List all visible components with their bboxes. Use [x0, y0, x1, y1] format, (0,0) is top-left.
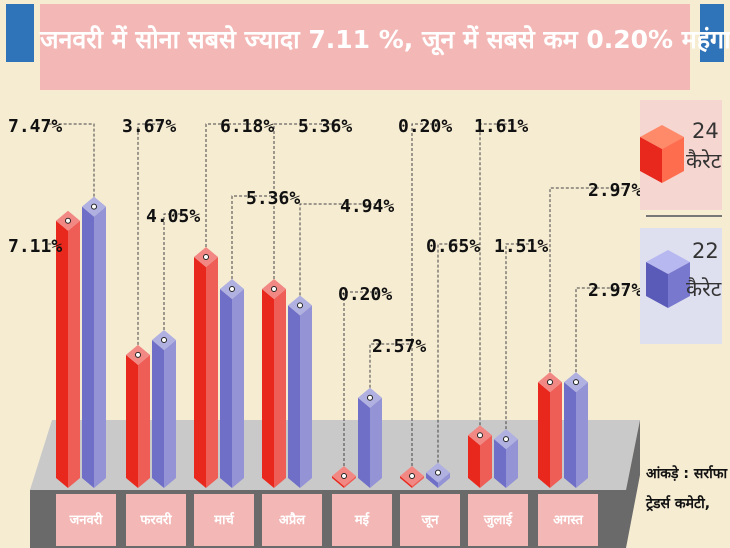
month-pad: [126, 494, 186, 546]
month-pad: [56, 494, 116, 546]
month-pad: [400, 494, 460, 546]
legend-label-24-number: 24: [692, 119, 719, 143]
value-label-22k-8: 2.97%: [588, 280, 642, 301]
category-label-8: अगस्त: [553, 513, 583, 528]
title-banner: [40, 4, 690, 90]
category-label-3: मार्च: [213, 512, 234, 528]
value-label-22k-2: 4.05%: [146, 206, 200, 227]
legend-label-24-word: कैरेट: [686, 149, 722, 173]
bar-22k-5: [358, 387, 382, 488]
legend: 24 कैरेट 22 कैरेट: [640, 100, 722, 344]
value-label-22k-1: 7.47%: [8, 116, 62, 137]
platform-base: [30, 490, 626, 548]
bar-22k-6: [426, 462, 450, 488]
bar-24k-3: [194, 246, 218, 488]
value-label-24k-7: 1.61%: [474, 116, 528, 137]
value-label-22k-4: 4.94%: [340, 196, 394, 217]
category-label-2: फरवरी: [139, 512, 172, 528]
value-label-24k-2: 3.67%: [122, 116, 176, 137]
category-label-4: अप्रैल: [279, 512, 306, 528]
legend-label-22-word: कैरेट: [686, 277, 722, 301]
bar-24k-1: [56, 210, 80, 488]
value-label-24k-4: 5.36%: [298, 116, 352, 137]
month-pad: [262, 494, 322, 546]
month-pad: [468, 494, 528, 546]
leader-lines: [48, 123, 628, 476]
month-pad: [538, 494, 598, 546]
legend-label-22-number: 22: [692, 239, 719, 263]
bar-22k-3: [220, 278, 244, 488]
bars-group: [56, 196, 588, 489]
bar-24k-5: [332, 466, 356, 488]
bar-22k-1: [82, 196, 106, 489]
title-accent-left: [6, 4, 34, 62]
value-label-24k-8: 2.97%: [588, 180, 642, 201]
bar-24k-4: [262, 278, 286, 488]
bar-24k-6: [400, 466, 424, 488]
value-label-22k-5: 2.57%: [372, 336, 426, 357]
value-labels: 7.11% 7.47% 3.67% 4.05% 6.18% 5.36% 5.36% 4.94%…: [8, 116, 642, 357]
category-label-5: मई: [354, 512, 370, 528]
legend-cube-24: [640, 125, 684, 183]
bar-24k-7: [468, 425, 492, 488]
category-label-6: जून: [421, 513, 440, 528]
value-label-22k-6: 0.65%: [426, 236, 480, 257]
value-label-24k-1: 7.11%: [8, 236, 62, 257]
bar-22k-2: [152, 330, 176, 488]
value-label-22k-3: 5.36%: [246, 188, 300, 209]
chart-title: जनवरी में सोना सबसे ज्यादा 7.11 %, जून म…: [39, 25, 730, 57]
month-pad: [332, 494, 392, 546]
category-label-7: जुलाई: [483, 512, 513, 528]
month-pad: [194, 494, 254, 546]
month-label-pads: [56, 494, 598, 546]
bar-22k-7: [494, 429, 518, 488]
source-box: [644, 455, 730, 548]
bar-24k-2: [126, 344, 150, 488]
bar-24k-8: [538, 372, 562, 488]
source-line-2: ट्रेडर्स कमेटी,: [645, 495, 710, 512]
category-label-1: जनवरी: [69, 512, 103, 528]
legend-cube-22: [646, 250, 690, 308]
category-labels: जनवरी फरवरी मार्च अप्रैल मई जून जुलाई अगस्त: [69, 512, 584, 528]
value-label-24k-3: 6.18%: [220, 116, 274, 137]
title-accent-right: [700, 4, 724, 62]
source-line-1: आंकड़े : सर्राफा: [646, 465, 729, 482]
bar-22k-4: [288, 295, 312, 488]
value-label-24k-5: 0.20%: [338, 284, 392, 305]
value-label-24k-6: 0.20%: [398, 116, 452, 137]
value-label-22k-7: 1.51%: [494, 236, 548, 257]
bar-22k-8: [564, 372, 588, 488]
